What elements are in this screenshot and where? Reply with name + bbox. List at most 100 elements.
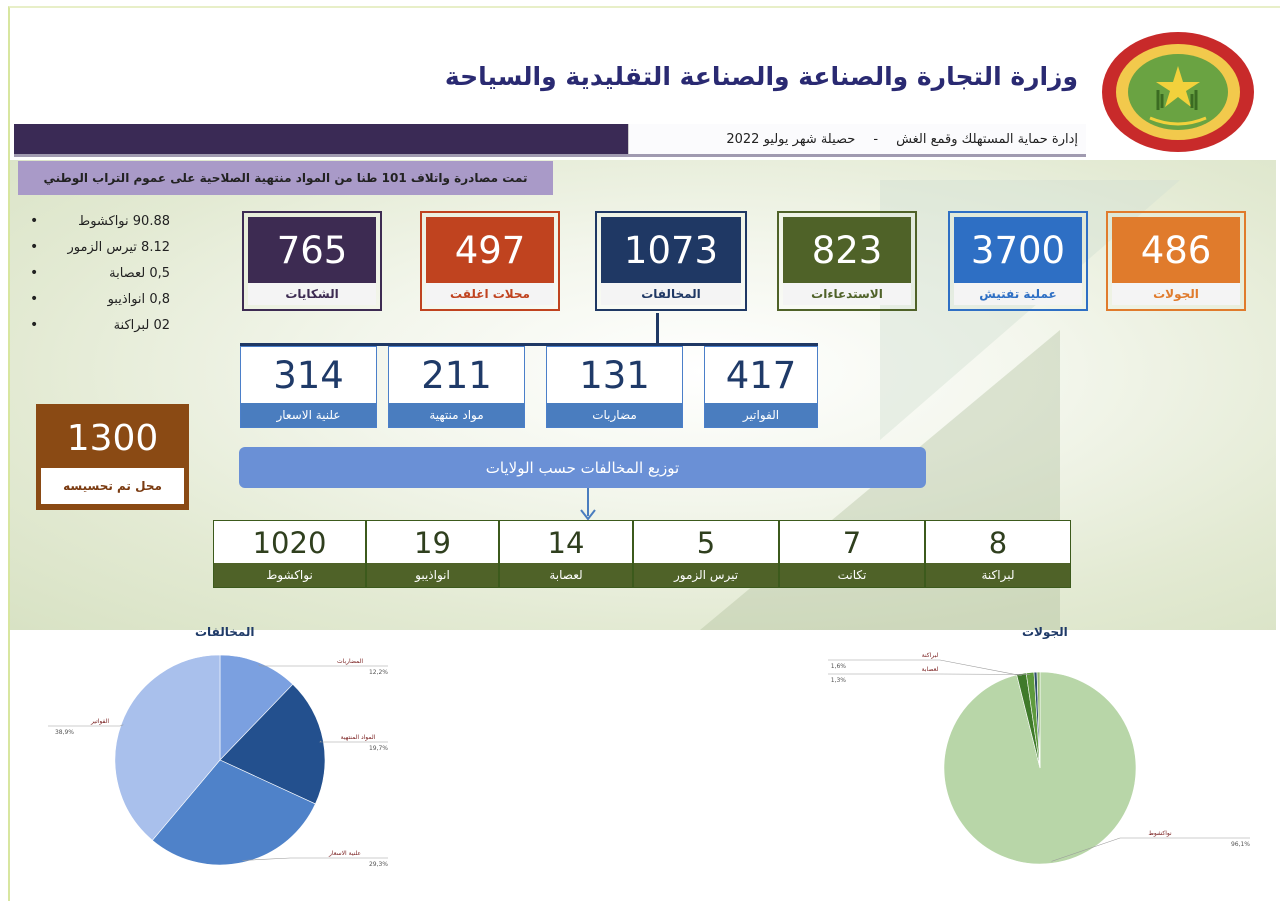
state-cell: 8 لبراكنة	[925, 520, 1071, 588]
pie-slice	[219, 683, 326, 805]
slice-label: الفواتير	[90, 718, 109, 725]
list-item-text: 0,8 انواذيبو	[107, 291, 170, 307]
violation-label: الفواتير	[705, 403, 817, 427]
list-item-text: 8.12 تيرس الزمور	[67, 239, 170, 255]
report-period: حصيلة شهر يوليو 2022	[726, 131, 856, 147]
kpi-violations: 1073 المخالفات	[595, 211, 747, 311]
slice-value: 1,3%	[831, 677, 847, 684]
pie-slice	[151, 759, 316, 866]
pie-slice	[219, 654, 294, 761]
state-cell: 7 تكانت	[779, 520, 925, 588]
state-cell: 1020 نواكشوط	[213, 520, 366, 588]
state-value: 14	[547, 526, 585, 560]
bullet-icon: •	[30, 239, 39, 255]
slice-value: 38,9%	[55, 729, 74, 736]
leader-line	[828, 659, 1022, 676]
state-cell: 5 تيرس الزمور	[633, 520, 779, 588]
list-item-text: 90.88 نواكشوط	[78, 213, 170, 229]
slice-value: 12,2%	[369, 669, 388, 676]
state-cell: 19 انواذيبو	[366, 520, 499, 588]
arrow-down-icon	[580, 488, 596, 521]
kpi-label: محل تم تحسيسه	[41, 468, 184, 504]
leader-line	[242, 857, 388, 861]
chart-title: الجولات	[1022, 625, 1068, 639]
slice-value: 19,7%	[369, 745, 388, 752]
violation-label: مضاربات	[547, 403, 682, 427]
violation-expired: 211 مواد منتهية	[388, 346, 525, 428]
violation-invoices: 417 الفواتير	[704, 346, 818, 428]
kpi-value: 497	[426, 217, 554, 283]
chart-title: المخالفات	[195, 625, 255, 639]
kpi-value: 486	[1112, 217, 1240, 283]
slice-label: لعصابة	[922, 666, 939, 673]
kpi-summons: 823 الاستدعاءات	[777, 211, 917, 311]
page-title: وزارة التجارة والصناعة والصناعة التقليدي…	[444, 62, 1078, 91]
state-label: لعصابة	[500, 563, 632, 587]
leader-line	[258, 664, 388, 667]
list-item: 8.12 تيرس الزمور •	[30, 234, 170, 260]
header-band: إدارة حماية المستهلك وقمع الغش - حصيلة ش…	[14, 124, 1086, 157]
leader-line	[48, 724, 124, 727]
kpi-value: 3700	[954, 217, 1082, 283]
violation-speculation: 131 مضاربات	[546, 346, 683, 428]
state-cell: 14 لعصابة	[499, 520, 633, 588]
state-label: تكانت	[780, 563, 924, 587]
state-value: 5	[696, 526, 716, 560]
violations-pie-chart: المضاربات 12,2% المواد المنتهية 19,7% علنية …	[48, 654, 388, 868]
tours-pie-chart: نواكشوط 96,1% لبراكنة 1,6% لعصابة 1,3%	[828, 652, 1250, 865]
pie-slice	[114, 654, 221, 841]
leader-line	[319, 740, 388, 743]
list-item-text: 02 لبراكنة	[113, 317, 170, 333]
violation-value: 417	[725, 353, 797, 397]
state-label: لبراكنة	[926, 563, 1070, 587]
pie-slice	[1036, 671, 1041, 769]
slice-label: علنية الاسعار	[328, 850, 361, 857]
slice-value: 1,6%	[831, 663, 847, 670]
violation-value: 131	[579, 353, 650, 397]
kpi-label: الجولات	[1112, 283, 1240, 305]
distribution-title: توزيع المخالفات حسب الولايات	[239, 447, 926, 488]
state-label: نواكشوط	[214, 563, 365, 587]
kpi-label: الاستدعاءات	[783, 283, 911, 305]
state-value: 8	[988, 526, 1008, 560]
connector-line	[656, 313, 659, 343]
separator: -	[873, 131, 879, 147]
violation-label: مواد منتهية	[389, 403, 524, 427]
national-emblem-icon	[1102, 32, 1254, 152]
slice-label: المواد المنتهية	[341, 734, 376, 741]
kpi-sanitized-shops: 1300 محل تم تحسيسه	[36, 404, 189, 510]
tonnage-list: 90.88 نواكشوط • 8.12 تيرس الزمور • 0,5 لعص…	[30, 208, 170, 338]
leader-line	[1051, 837, 1250, 862]
connector-line	[240, 343, 818, 346]
kpi-label: عملية تفتيش	[954, 283, 1082, 305]
seizure-note: تمت مصادرة واتلاف 101 طنا من المواد منته…	[18, 161, 553, 195]
slice-label: المضاربات	[337, 658, 363, 665]
violation-label: علنية الاسعار	[241, 403, 376, 427]
list-item-text: 0,5 لعصابة	[109, 265, 170, 281]
list-item: 0,5 لعصابة •	[30, 260, 170, 286]
kpi-inspections: 3700 عملية تفتيش	[948, 211, 1088, 311]
state-label: تيرس الزمور	[634, 563, 778, 587]
bullet-icon: •	[30, 213, 39, 229]
bullet-icon: •	[30, 291, 39, 307]
slice-value: 29,3%	[369, 861, 388, 868]
state-label: انواذيبو	[367, 563, 498, 587]
slice-label: نواكشوط	[1148, 830, 1172, 837]
department-name: إدارة حماية المستهلك وقمع الغش	[896, 131, 1078, 147]
kpi-closed-shops: 497 محلات اغلقت	[420, 211, 560, 311]
state-value: 1020	[252, 526, 327, 560]
state-value: 19	[414, 526, 451, 560]
slice-value: 96,1%	[1231, 841, 1250, 848]
violation-value: 211	[421, 353, 492, 397]
slice-label: لبراكنة	[922, 652, 939, 659]
kpi-label: الشكايات	[248, 283, 376, 305]
kpi-label: المخالفات	[601, 283, 741, 305]
list-item: 02 لبراكنة •	[30, 312, 170, 338]
violation-value: 314	[273, 353, 344, 397]
kpi-complaints: 765 الشكايات	[242, 211, 382, 311]
kpi-value: 1073	[601, 217, 741, 283]
violation-prices: 314 علنية الاسعار	[240, 346, 377, 428]
bullet-icon: •	[30, 265, 39, 281]
kpi-tours: 486 الجولات	[1106, 211, 1246, 311]
kpi-value: 1300	[66, 417, 159, 459]
